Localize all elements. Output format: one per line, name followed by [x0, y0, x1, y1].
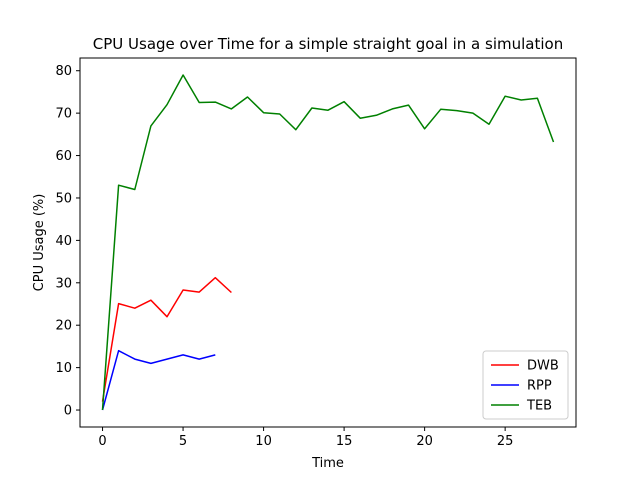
y-tick-label: 80 — [55, 64, 72, 79]
plot-frame — [79, 57, 577, 428]
legend: DWB RPP TEB — [482, 350, 569, 420]
series-line-teb — [101, 74, 555, 411]
y-axis-label: CPU Usage (%) — [32, 194, 47, 292]
x-tick-label: 15 — [336, 434, 353, 449]
x-tick-label: 20 — [416, 434, 433, 449]
y-tick-label: 30 — [55, 276, 72, 291]
y-tick-label: 0 — [64, 404, 72, 419]
plot-area — [101, 74, 555, 411]
axes: 0 5 10 15 20 25 0 10 20 30 40 50 60 70 80 — [55, 64, 513, 449]
y-tick-label: 60 — [55, 149, 72, 164]
y-tick-label: 40 — [55, 234, 72, 249]
chart-title: CPU Usage over Time for a simple straigh… — [93, 35, 563, 53]
legend-label-teb: TEB — [526, 399, 552, 414]
x-tick-label: 5 — [179, 434, 187, 449]
x-axis-label: Time — [311, 456, 344, 471]
x-tick-label: 10 — [255, 434, 272, 449]
y-tick-label: 50 — [55, 191, 72, 206]
legend-label-rpp: RPP — [527, 379, 552, 394]
x-tick-label: 25 — [497, 434, 514, 449]
y-tick-label: 10 — [55, 361, 72, 376]
series-line-rpp — [101, 349, 216, 411]
legend-label-dwb: DWB — [527, 359, 559, 374]
legend-box — [482, 350, 569, 420]
y-tick-label: 70 — [55, 107, 72, 122]
x-tick-label: 0 — [98, 434, 106, 449]
y-tick-label: 20 — [55, 319, 72, 334]
series-line-dwb — [101, 276, 232, 402]
